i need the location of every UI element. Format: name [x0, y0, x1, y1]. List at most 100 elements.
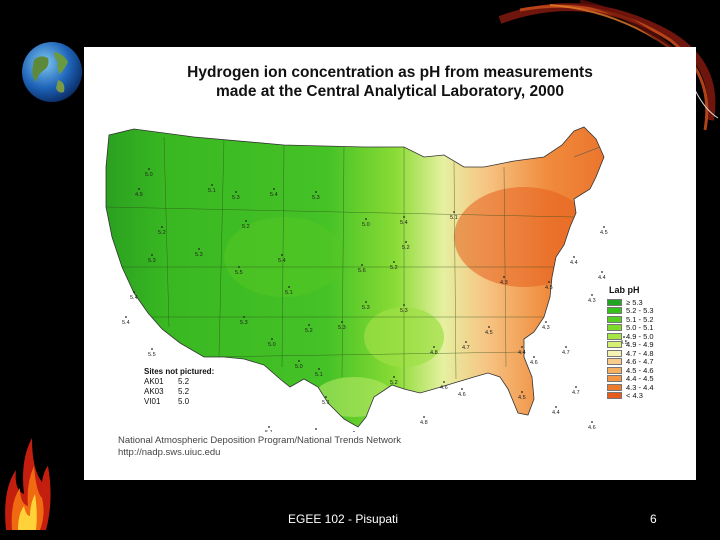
site-dot [325, 396, 327, 398]
legend-label: 4.6 - 4.7 [626, 357, 654, 367]
site-dot [433, 346, 435, 348]
site-ph-label: 4.3 [588, 298, 596, 304]
site-dot [453, 211, 455, 213]
legend-label: 5.1 - 5.2 [626, 314, 654, 324]
site-dot [521, 346, 523, 348]
site-ph-label: 4.5 [518, 395, 526, 401]
site-dot [565, 346, 567, 348]
legend-swatch [607, 383, 622, 391]
site-dot [575, 386, 577, 388]
site-dot [548, 281, 550, 283]
globe-icon [22, 42, 82, 102]
site-dot [298, 360, 300, 362]
site-ph-label: 4.8 [430, 350, 438, 356]
site-ph-label: 4.6 [458, 392, 466, 398]
legend-label: 4.3 - 4.4 [626, 382, 654, 392]
legend-item: 5.2 - 5.3 [607, 306, 687, 315]
site-dot [238, 266, 240, 268]
site-ph-label: 5.3 [148, 258, 156, 264]
site-ph-label: 4.7 [462, 345, 470, 351]
site-ph-label: 5.4 [278, 258, 286, 264]
site-ph-label: 5.1 [265, 430, 273, 432]
site-dot [138, 188, 140, 190]
site-ph-label: 5.3 [195, 252, 203, 258]
legend-label: < 4.3 [626, 391, 643, 401]
site-dot [465, 341, 467, 343]
site-value: 5.2 [178, 387, 190, 396]
site-dot [151, 348, 153, 350]
site-ph-label: 5.1 [450, 215, 458, 221]
site-dot [151, 254, 153, 256]
site-ph-label: 5.4 [130, 295, 138, 301]
legend: Lab pH ≥ 5.3 5.2 - 5.3 5.1 - 5.2 5.0 - 5.1 4… [607, 285, 687, 400]
site-dot [403, 304, 405, 306]
legend-label: 4.5 - 4.6 [626, 365, 654, 375]
site-dot [125, 316, 127, 318]
site-ph-label: 5.2 [402, 245, 410, 251]
site-ph-label: 4.7 [572, 390, 580, 396]
site-ph-label: 4.3 [500, 280, 508, 286]
site-ph-label: 4.4 [518, 350, 526, 356]
site-dot [281, 254, 283, 256]
source-line1: National Atmospheric Deposition Program/… [118, 435, 402, 446]
site-ph-label: 4.4 [598, 275, 606, 281]
legend-item: 4.7 - 4.8 [607, 349, 687, 358]
site-ph-label: 4.5 [620, 340, 628, 346]
map-title: Hydrogen ion concentration as pH from me… [84, 63, 696, 101]
legend-item: 4.9 - 5.0 [607, 332, 687, 341]
legend-label: 4.4 - 4.5 [626, 374, 654, 384]
site-ph-label: 5.0 [268, 342, 276, 348]
site-dot [148, 168, 150, 170]
fire-icon [5, 438, 51, 530]
site-dot [591, 294, 593, 296]
site-ph-label: 5.3 [312, 195, 320, 201]
site-dot [315, 191, 317, 193]
legend-label: 4.9 - 4.9 [626, 340, 654, 350]
site-dot [461, 388, 463, 390]
site-ph-label: 5.0 [362, 222, 370, 228]
site-ph-label: 5.3 [362, 305, 370, 311]
site-ph-label: 5.5 [235, 270, 243, 276]
site-ph-label: 4.6 [530, 360, 538, 366]
site-ph-label: 5.2 [305, 328, 313, 334]
site-ph-label: 5.4 [122, 320, 130, 326]
site-dot [601, 271, 603, 273]
site-dot [503, 276, 505, 278]
site-ph-label: 4.5 [545, 285, 553, 291]
legend-title: Lab pH [609, 285, 640, 295]
site-dot [488, 326, 490, 328]
site-row: AK01 5.2 [144, 377, 214, 387]
site-dot [161, 226, 163, 228]
site-dot [533, 356, 535, 358]
site-dot [271, 338, 273, 340]
legend-swatch [607, 366, 622, 374]
legend-swatch [607, 324, 622, 332]
legend-item: 4.4 - 4.5 [607, 374, 687, 384]
site-dot [211, 184, 213, 186]
site-value: 5.0 [178, 397, 190, 406]
site-row: VI01 5.0 [144, 397, 214, 407]
legend-swatch [607, 332, 622, 340]
source-url: http://nadp.sws.uiuc.edu [118, 447, 221, 458]
source-credit: National Atmospheric Deposition Program/… [118, 435, 401, 459]
site-ph-label: 4.8 [420, 420, 428, 426]
legend-swatch [607, 358, 622, 366]
legend-swatch [607, 375, 622, 383]
site-ph-label: 5.6 [358, 268, 366, 274]
site-ph-label: 5.2 [390, 265, 398, 271]
site-dot [235, 191, 237, 193]
site-dot [308, 324, 310, 326]
site-dot [393, 261, 395, 263]
site-dot [133, 291, 135, 293]
legend-label: 4.7 - 4.8 [626, 348, 654, 358]
site-dot [405, 241, 407, 243]
site-ph-label: 4.9 [135, 192, 143, 198]
site-id: VI01 [144, 397, 161, 406]
site-dot [245, 220, 247, 222]
site-dot [591, 421, 593, 423]
site-id: AK03 [144, 387, 164, 396]
site-ph-label: 5.2 [242, 224, 250, 230]
site-dot [423, 416, 425, 418]
legend-swatch [607, 349, 622, 357]
site-dot [353, 431, 355, 432]
